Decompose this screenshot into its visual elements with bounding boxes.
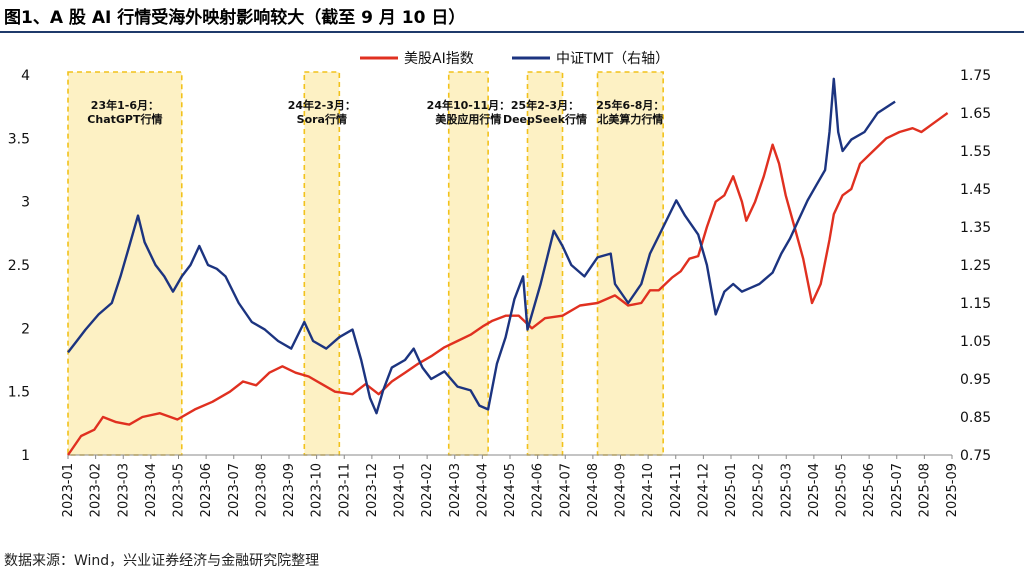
- y-right-tick-label: 1.05: [960, 334, 991, 350]
- y-right-tick-label: 1.65: [960, 106, 991, 122]
- x-tick-label: 2023-05: [172, 463, 187, 517]
- band-label: ChatGPT行情: [87, 112, 162, 126]
- y-right-tick-label: 0.75: [960, 448, 991, 464]
- x-tick-label: 2024-02: [420, 463, 435, 517]
- x-tick-label: 2025-08: [917, 463, 932, 517]
- y-right-tick-label: 0.85: [960, 410, 991, 426]
- x-tick-label: 2024-08: [586, 463, 601, 517]
- band-label: 25年6-8月：: [596, 98, 664, 112]
- band-label: 25年2-3月：: [511, 98, 579, 112]
- axes: 2023-01 2023-02 2023-03 2023-04 2023-05 2023-…: [8, 68, 991, 517]
- x-tick-label: 2025-07: [890, 463, 905, 517]
- x-tick-label: 2024-05: [503, 463, 518, 517]
- x-tick-label: 2025-09: [945, 463, 960, 517]
- chart-title: 图1、A 股 AI 行情受海外映射影响较大（截至 9 月 10 日）: [4, 8, 466, 28]
- x-tick-label: 2023-09: [282, 463, 297, 517]
- tmt-series-line: [67, 77, 896, 415]
- x-tick-label: 2023-02: [89, 463, 104, 517]
- highlight-band: [596, 71, 664, 456]
- y-right-tick-label: 1.35: [960, 220, 991, 236]
- highlight-bands: [67, 71, 664, 456]
- band-label: 23年1-6月：: [91, 98, 159, 112]
- x-tick-label: 2024-06: [531, 463, 546, 517]
- band-label: 24年10-11月：: [427, 98, 511, 112]
- y-left-tick-label: 2: [21, 321, 30, 337]
- legend-label: 美股AI指数: [404, 51, 474, 67]
- band-label: DeepSeek行情: [503, 112, 587, 126]
- band-label: Sora行情: [297, 112, 347, 126]
- x-tick-label: 2024-10: [641, 463, 656, 517]
- y-left-tick-label: 2.5: [8, 258, 30, 274]
- y-right-tick-label: 1.75: [960, 68, 991, 84]
- x-tick-label: 2023-04: [144, 463, 159, 517]
- y-left-tick-label: 3: [21, 195, 30, 211]
- series-lines: [67, 77, 949, 456]
- band-label: 24年2-3月：: [288, 98, 356, 112]
- x-tick-label: 2023-07: [227, 463, 242, 517]
- x-tick-label: 2024-11: [669, 463, 684, 517]
- line-chart: 2023-01 2023-02 2023-03 2023-04 2023-05 2023-…: [8, 51, 991, 517]
- y-left-tick-label: 4: [21, 68, 30, 84]
- x-tick-label: 2024-09: [614, 463, 629, 517]
- x-tick-label: 2023-10: [310, 463, 325, 517]
- legend-label: 中证TMT（右轴）: [556, 51, 669, 67]
- x-tick-label: 2023-11: [337, 463, 352, 517]
- x-tick-label: 2023-03: [116, 463, 131, 517]
- x-tick-label: 2025-05: [835, 463, 850, 517]
- highlight-band: [447, 71, 489, 456]
- x-tick-label: 2025-02: [752, 463, 767, 517]
- legend: 美股AI指数 中证TMT（右轴）: [360, 51, 669, 67]
- ai-index-series-line: [67, 112, 949, 456]
- title-divider: [0, 31, 1024, 33]
- x-tick-label: 2023-08: [254, 463, 269, 517]
- band-labels: 23年1-6月：ChatGPT行情 24年2-3月：Sora行情 24年10-11月…: [87, 98, 664, 126]
- highlight-band: [303, 71, 341, 456]
- band-label: 美股应用行情: [435, 112, 501, 126]
- y-right-tick-label: 1.45: [960, 182, 991, 198]
- y-right-tick-label: 1.25: [960, 258, 991, 274]
- x-tick-label: 2025-06: [862, 463, 877, 517]
- x-tick-label: 2025-01: [724, 463, 739, 517]
- x-tick-label: 2024-04: [475, 463, 490, 517]
- x-tick-label: 2024-03: [448, 463, 463, 517]
- x-tick-label: 2024-01: [393, 463, 408, 517]
- y-left-tick-label: 3.5: [8, 131, 30, 147]
- y-right-tick-label: 1.55: [960, 144, 991, 160]
- x-tick-label: 2023-06: [199, 463, 214, 517]
- y-right-tick-label: 1.15: [960, 296, 991, 312]
- x-tick-label: 2025-03: [779, 463, 794, 517]
- x-tick-label: 2025-04: [807, 463, 822, 517]
- x-tick-label: 2023-01: [61, 463, 76, 517]
- x-tick-label: 2024-12: [696, 463, 711, 517]
- y-left-tick-label: 1: [21, 448, 30, 464]
- y-right-tick-label: 0.95: [960, 372, 991, 388]
- x-tick-label: 2024-07: [558, 463, 573, 517]
- y-left-tick-label: 1.5: [8, 385, 30, 401]
- source-note: 数据来源：Wind，兴业证券经济与金融研究院整理: [4, 553, 320, 569]
- band-label: 北美算力行情: [597, 112, 663, 126]
- x-tick-label: 2023-12: [365, 463, 380, 517]
